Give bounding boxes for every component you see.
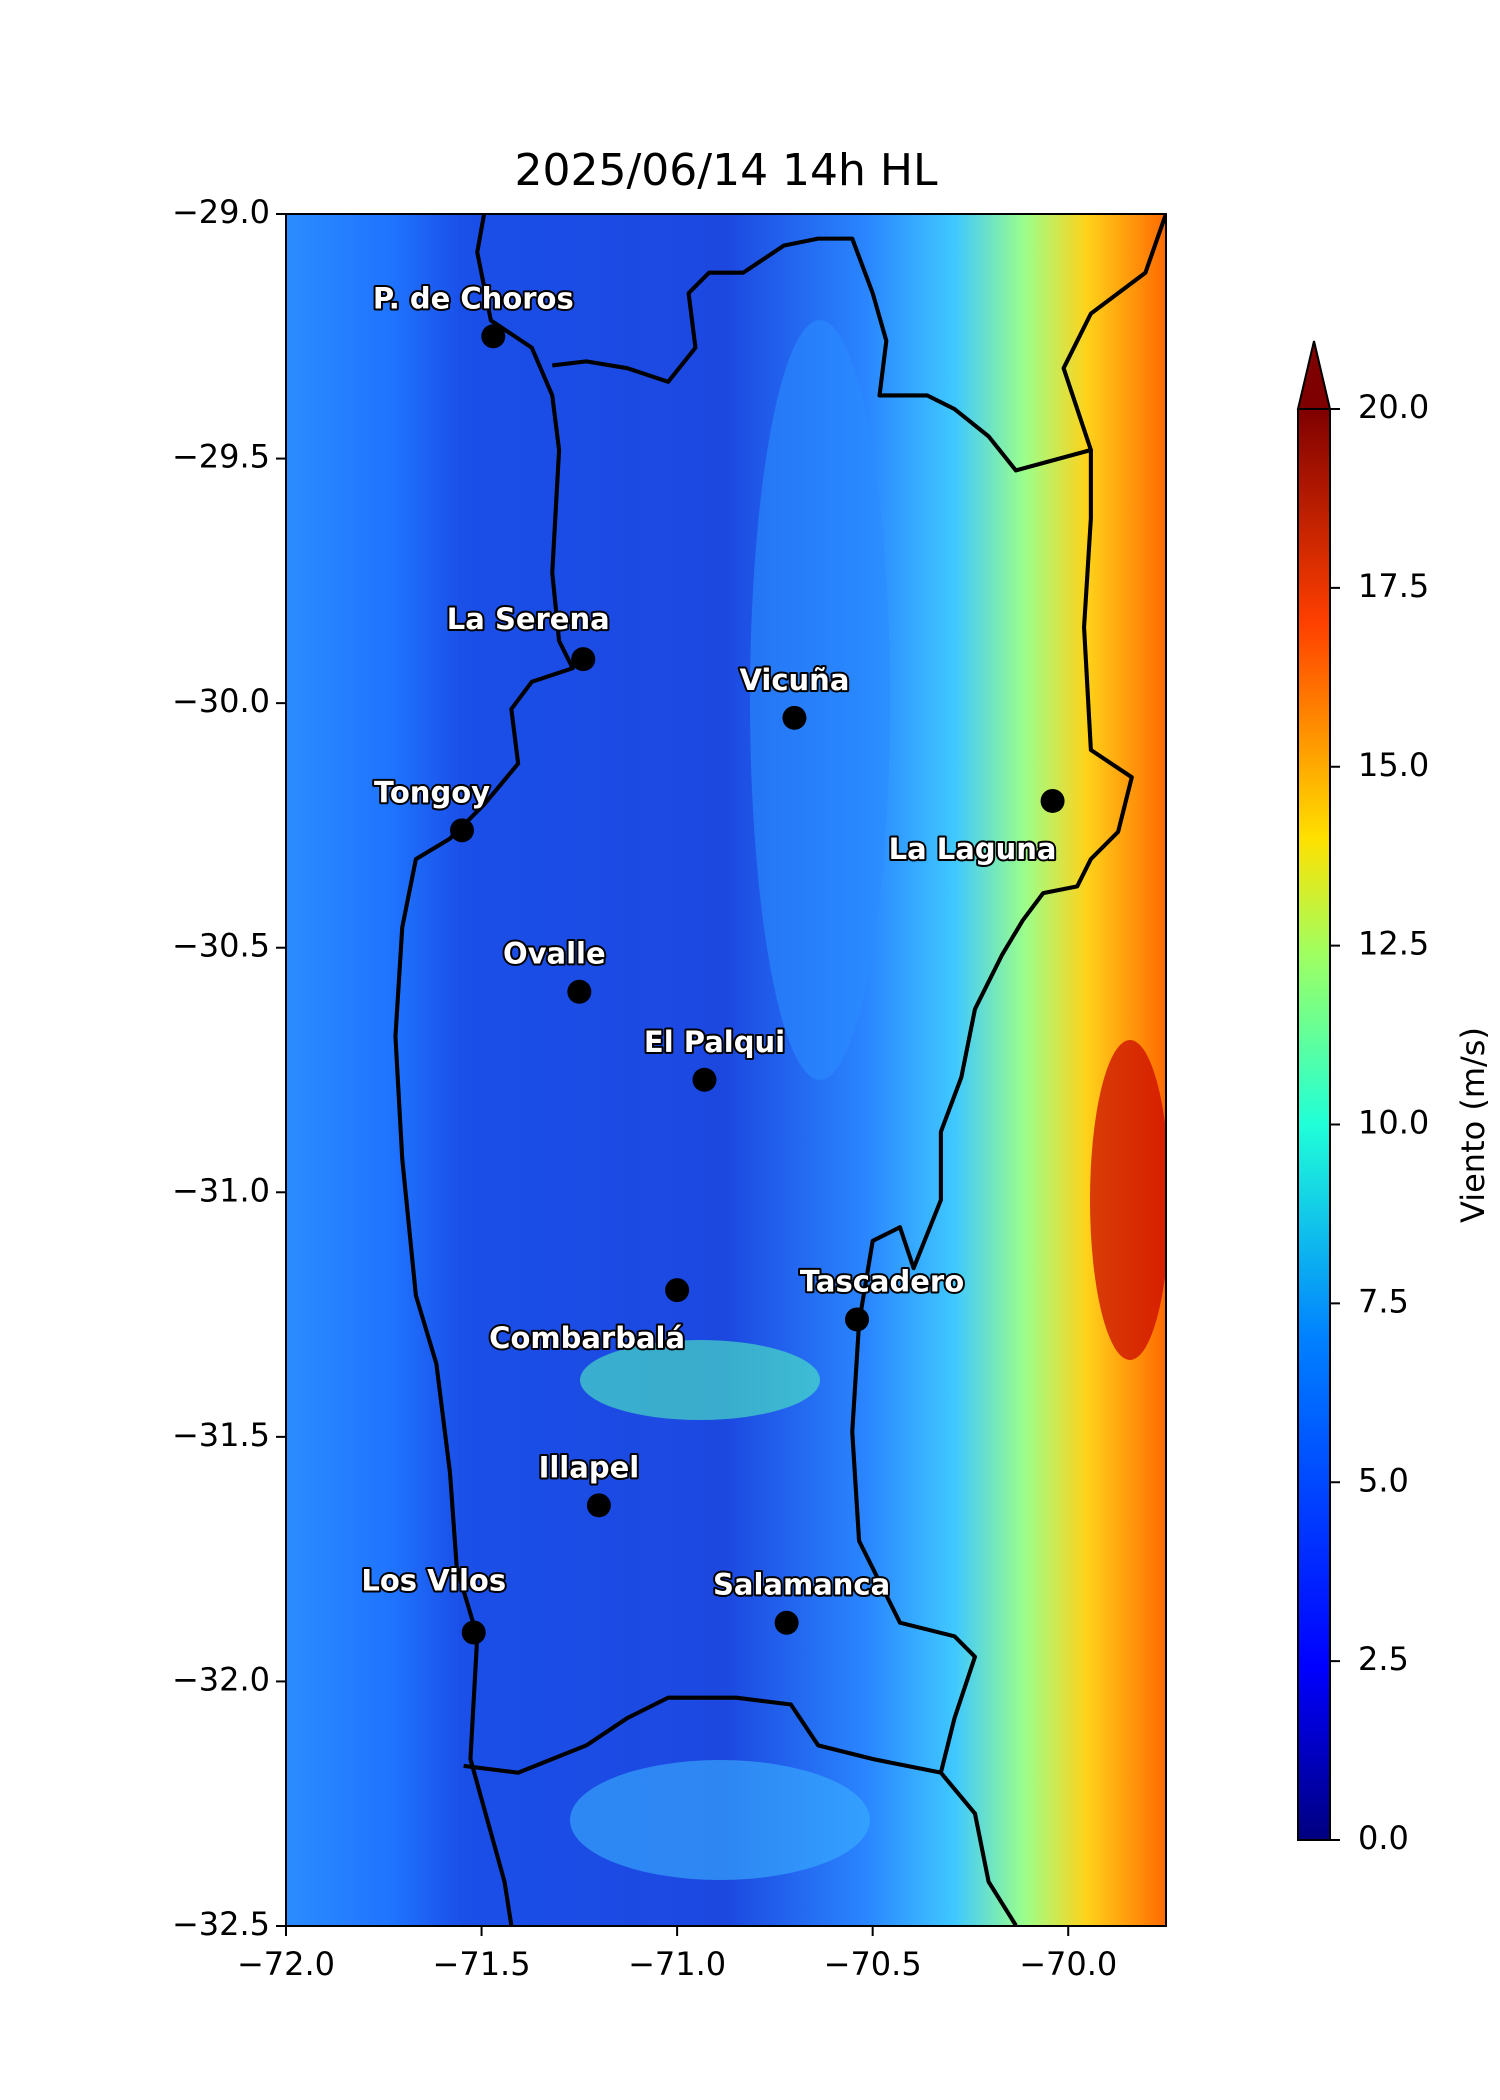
colorbar-extend xyxy=(1296,340,1332,410)
colorbar-tick-label: 5.0 xyxy=(1358,1461,1409,1499)
city-marker xyxy=(571,647,596,672)
city-label: Ovalle xyxy=(503,937,606,971)
x-tick-label: −70.5 xyxy=(824,1945,922,1983)
colorbar-tick-label: 0.0 xyxy=(1358,1819,1409,1857)
y-tick-label: −31.0 xyxy=(172,1171,270,1209)
city-label: Combarbalá xyxy=(489,1321,685,1355)
city-marker xyxy=(1040,788,1065,813)
city-label: Illapel xyxy=(539,1450,640,1484)
city-label: Tascadero xyxy=(800,1264,964,1298)
city-marker xyxy=(665,1278,690,1303)
colorbar-tick-label: 17.5 xyxy=(1358,567,1429,605)
colorbar-tick-label: 12.5 xyxy=(1358,925,1429,963)
y-tick-label: −30.5 xyxy=(172,927,270,965)
city-marker xyxy=(481,324,506,349)
city-label: La Serena xyxy=(447,602,610,636)
colorbar xyxy=(1297,408,1331,1841)
city-marker xyxy=(774,1610,799,1635)
y-tick-label: −29.0 xyxy=(172,193,270,231)
city-label: P. de Choros xyxy=(373,281,574,315)
colorbar-label: Viento (m/s) xyxy=(1454,1027,1492,1223)
x-tick-label: −72.0 xyxy=(237,1945,335,1983)
y-tick-label: −30.0 xyxy=(172,682,270,720)
wind-field xyxy=(286,214,1166,1926)
y-tick-label: −29.5 xyxy=(172,438,270,476)
city-label: Vicuña xyxy=(739,663,849,697)
city-label: Tongoy xyxy=(374,775,490,809)
city-label: Los Vilos xyxy=(361,1564,506,1598)
x-tick-label: −71.0 xyxy=(628,1945,726,1983)
city-marker xyxy=(692,1067,717,1092)
city-label: Salamanca xyxy=(713,1568,890,1602)
colorbar-tick-label: 20.0 xyxy=(1358,388,1429,426)
title: 2025/06/14 14h HL xyxy=(514,145,938,196)
plot-frame xyxy=(285,213,1167,1927)
y-tick-label: −32.0 xyxy=(172,1660,270,1698)
city-marker xyxy=(782,705,807,730)
city-marker xyxy=(845,1307,870,1332)
colorbar-tick-label: 15.0 xyxy=(1358,746,1429,784)
city-marker xyxy=(450,818,474,843)
colorbar-tick-label: 7.5 xyxy=(1358,1282,1409,1320)
city-label: El Palqui xyxy=(644,1025,785,1059)
x-tick-label: −71.5 xyxy=(433,1945,531,1983)
colorbar-tick-label: 2.5 xyxy=(1358,1640,1409,1678)
y-tick-label: −31.5 xyxy=(172,1416,270,1454)
x-tick-label: −70.0 xyxy=(1019,1945,1117,1983)
y-tick-label: −32.5 xyxy=(172,1905,270,1943)
city-marker xyxy=(567,979,592,1004)
city-label: La Laguna xyxy=(889,832,1057,866)
city-marker xyxy=(586,1493,611,1518)
colorbar-tick-label: 10.0 xyxy=(1358,1104,1429,1142)
city-marker xyxy=(461,1620,486,1645)
